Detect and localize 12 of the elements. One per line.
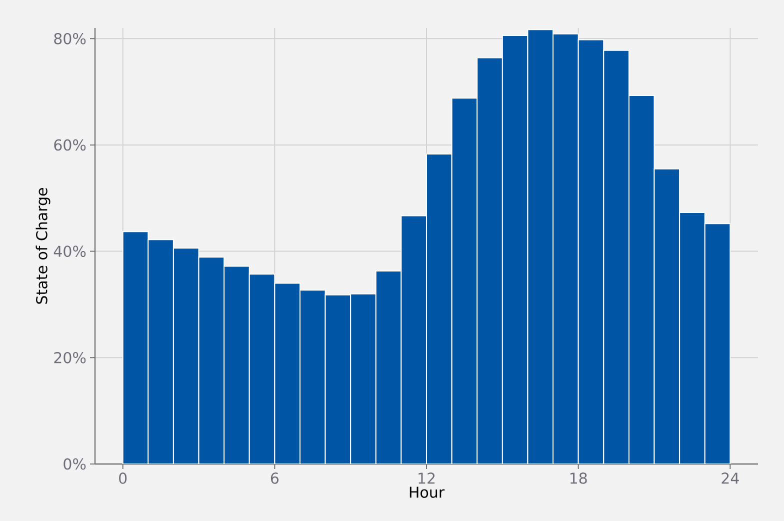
x-axis-title: Hour: [410, 486, 445, 498]
x-tick-label: 24: [722, 472, 739, 484]
x-tick-label: 6: [270, 472, 278, 484]
x-tick-label: 18: [570, 472, 587, 484]
y-tick-label: 40%: [54, 246, 86, 257]
y-tick-label: 60%: [54, 139, 86, 151]
x-tick-label: 12: [418, 472, 435, 484]
y-tick-label: 80%: [54, 32, 86, 44]
y-tick-label: 20%: [54, 352, 86, 364]
y-tick-label: 0%: [64, 458, 86, 470]
x-tick-label: 0: [119, 472, 127, 484]
y-axis-title: State of Charge: [36, 188, 50, 304]
